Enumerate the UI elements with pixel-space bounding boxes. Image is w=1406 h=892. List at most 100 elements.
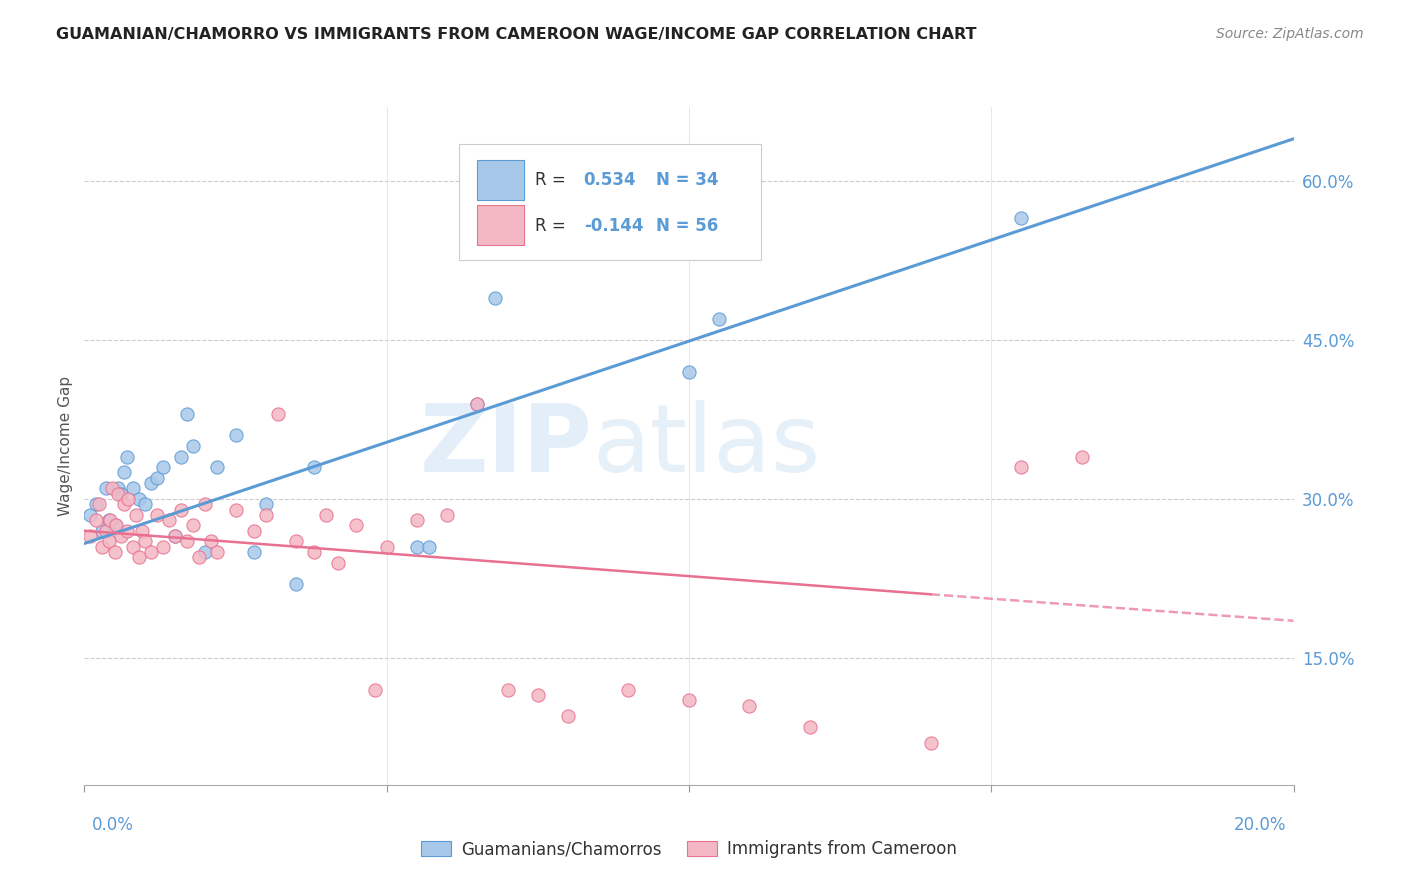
Point [1011, 211, 1033, 226]
Point [97, 513, 120, 527]
Point [121, 540, 143, 554]
Point [181, 439, 204, 453]
Point [285, 576, 308, 591]
Point [107, 486, 129, 500]
Point [527, 688, 550, 702]
Point [165, 529, 187, 543]
Point [117, 491, 139, 506]
Point [302, 460, 325, 475]
Point [91, 540, 114, 554]
Point [94, 482, 117, 496]
Point [467, 396, 489, 410]
Text: -0.144: -0.144 [583, 217, 643, 235]
Point [139, 545, 162, 559]
Point [799, 720, 821, 734]
Point [79, 529, 101, 543]
Point [200, 534, 222, 549]
FancyBboxPatch shape [460, 145, 762, 260]
Point [617, 682, 640, 697]
Point [165, 529, 187, 543]
Point [79, 508, 101, 522]
Point [104, 518, 127, 533]
Point [267, 407, 290, 421]
Point [170, 450, 193, 464]
Point [94, 524, 117, 538]
Point [346, 518, 368, 533]
Point [134, 497, 156, 511]
Point [496, 682, 519, 697]
Point [194, 497, 217, 511]
Point [112, 497, 135, 511]
Point [254, 508, 277, 522]
Point [194, 545, 217, 559]
Point [207, 460, 229, 475]
Point [242, 524, 264, 538]
Point [1071, 450, 1094, 464]
Text: GUAMANIAN/CHAMORRO VS IMMIGRANTS FROM CAMEROON WAGE/INCOME GAP CORRELATION CHART: GUAMANIAN/CHAMORRO VS IMMIGRANTS FROM CA… [56, 27, 977, 42]
Point [225, 428, 247, 442]
Point [170, 502, 193, 516]
Point [97, 534, 120, 549]
Point [152, 460, 174, 475]
Point [363, 682, 385, 697]
Point [678, 365, 700, 379]
Text: R =: R = [536, 217, 571, 235]
Point [157, 513, 180, 527]
Text: atlas: atlas [592, 400, 821, 492]
Point [225, 502, 247, 516]
Point [242, 545, 264, 559]
Legend: Guamanians/Chamorros, Immigrants from Cameroon: Guamanians/Chamorros, Immigrants from Ca… [415, 833, 963, 864]
Point [146, 508, 169, 522]
Point [104, 518, 127, 533]
Point [302, 545, 325, 559]
Point [181, 518, 204, 533]
Point [107, 482, 129, 496]
Point [920, 735, 942, 749]
Point [375, 540, 398, 554]
Point [285, 534, 308, 549]
Point [86, 497, 108, 511]
Point [115, 450, 138, 464]
Point [406, 513, 429, 527]
FancyBboxPatch shape [478, 160, 524, 200]
Point [484, 291, 506, 305]
Point [139, 476, 162, 491]
Point [91, 524, 114, 538]
Point [1011, 460, 1033, 475]
Point [678, 693, 700, 707]
Point [709, 312, 731, 326]
Point [110, 486, 132, 500]
Point [467, 396, 489, 410]
Point [406, 540, 429, 554]
Point [134, 534, 156, 549]
Y-axis label: Wage/Income Gap: Wage/Income Gap [58, 376, 73, 516]
Point [86, 513, 108, 527]
Point [418, 540, 440, 554]
Point [436, 508, 458, 522]
Point [328, 556, 350, 570]
Point [125, 508, 148, 522]
Text: N = 34: N = 34 [657, 170, 718, 188]
Point [131, 524, 153, 538]
FancyBboxPatch shape [478, 205, 524, 245]
Point [110, 529, 132, 543]
Point [188, 550, 211, 565]
Point [121, 482, 143, 496]
Point [254, 497, 277, 511]
Point [100, 482, 122, 496]
Point [176, 534, 198, 549]
Point [738, 698, 761, 713]
Point [315, 508, 337, 522]
Point [89, 497, 111, 511]
Text: N = 56: N = 56 [657, 217, 718, 235]
Text: R =: R = [536, 170, 571, 188]
Point [128, 550, 150, 565]
Point [557, 709, 579, 723]
Point [112, 466, 135, 480]
Point [98, 513, 121, 527]
Point [104, 545, 127, 559]
Text: 20.0%: 20.0% [1234, 816, 1286, 834]
Point [207, 545, 229, 559]
Text: ZIP: ZIP [419, 400, 592, 492]
Point [128, 491, 150, 506]
